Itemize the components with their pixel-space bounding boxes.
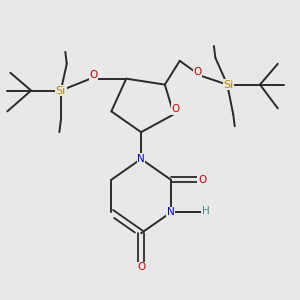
Text: O: O (171, 104, 179, 114)
Text: N: N (167, 207, 175, 218)
Text: O: O (194, 67, 202, 77)
Text: O: O (89, 70, 98, 80)
Text: O: O (198, 175, 206, 185)
Text: H: H (202, 206, 210, 216)
Text: N: N (137, 154, 145, 164)
Text: Si: Si (56, 85, 66, 96)
Text: O: O (137, 262, 145, 272)
Text: Si: Si (224, 80, 234, 90)
